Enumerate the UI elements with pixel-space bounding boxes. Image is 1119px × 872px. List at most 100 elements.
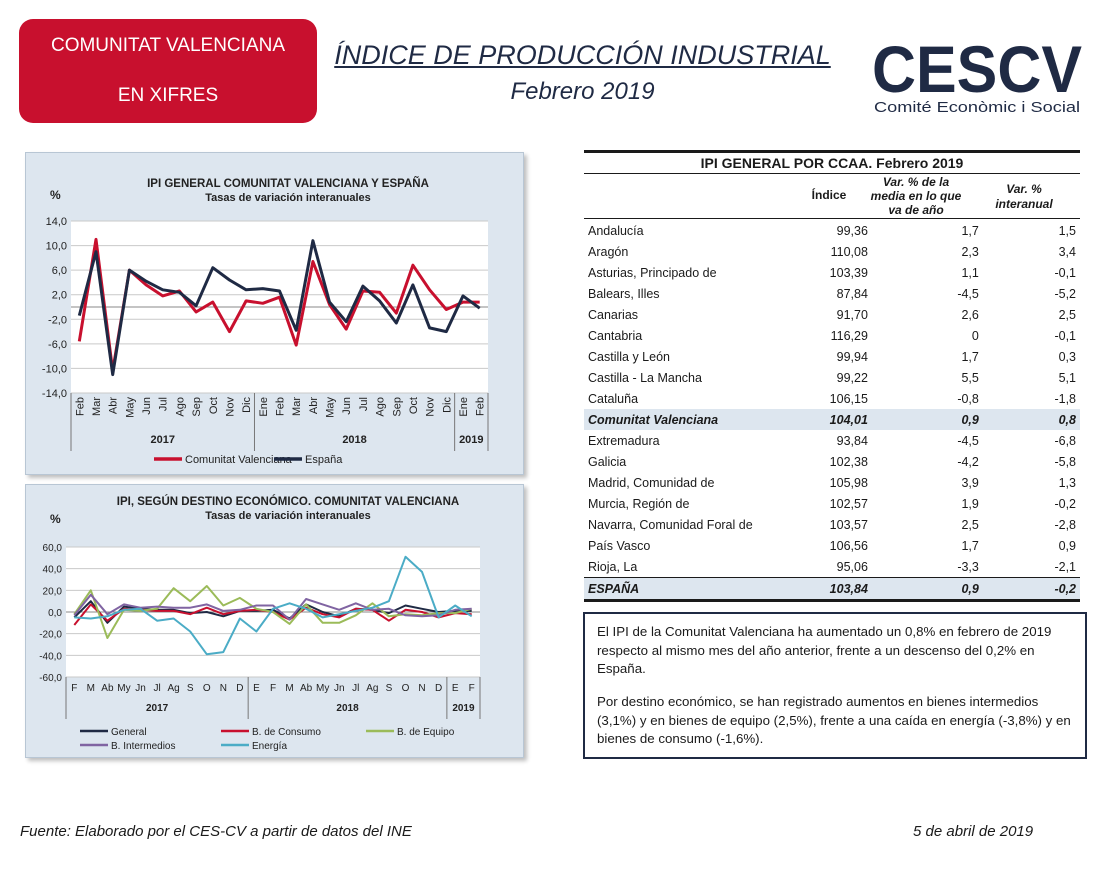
summary-box: El IPI de la Comunitat Valenciana ha aum…: [583, 612, 1087, 759]
y-tick-label: -14,0: [42, 388, 67, 400]
x-tick-label: Mar: [91, 397, 103, 416]
y-tick-label: 0,0: [48, 608, 62, 619]
cell-name: Comunitat Valenciana: [588, 412, 719, 427]
cell-inter: 0,9: [1058, 538, 1076, 553]
page-title: ÍNDICE DE PRODUCCIÓN INDUSTRIAL: [334, 40, 831, 70]
series-line-b-intermedios: [73, 593, 472, 621]
x-tick-label: Feb: [74, 397, 86, 416]
x-tick-label: Nov: [224, 397, 236, 417]
y-tick-label: 6,0: [52, 265, 67, 277]
legend-label: Energía: [252, 741, 287, 752]
x-tick-label: Jun: [141, 397, 153, 415]
x-tick-label: E: [452, 683, 459, 694]
cell-indice: 102,38: [829, 454, 868, 469]
col-header-interanual: Var. % interanual: [995, 182, 1053, 211]
cell-indice: 106,15: [829, 391, 868, 406]
cell-media: 0: [971, 328, 979, 343]
cell-name: Rioja, La: [588, 559, 638, 574]
x-tick-label: Jl: [153, 683, 160, 694]
cell-media: -3,3: [957, 559, 979, 574]
x-tick-label: Feb: [275, 397, 287, 416]
x-tick-label: Jn: [135, 683, 146, 694]
col-header-media: Var. % de la media en lo que va de año: [870, 175, 962, 217]
table-row: Castilla - La Mancha 99,22 5,5 5,1: [584, 367, 1080, 388]
cell-media: 3,9: [961, 475, 979, 490]
table-header: Índice Var. % de la media en lo que va d…: [584, 173, 1080, 219]
cell-inter: 1,5: [1058, 223, 1076, 238]
cell-indice: 91,70: [836, 307, 868, 322]
cell-name: Extremadura: [588, 433, 660, 448]
cell-indice: 105,98: [829, 475, 868, 490]
cell-inter: 1,3: [1058, 475, 1076, 490]
y-axis-label: %: [50, 512, 61, 526]
x-tick-label: Ene: [458, 397, 470, 417]
cell-name: Galicia: [588, 454, 627, 469]
cell-name: Balears, Illes: [588, 286, 660, 301]
cell-name: País Vasco: [588, 538, 651, 553]
cell-indice: 99,22: [836, 370, 868, 385]
x-tick-label: Ab: [300, 683, 313, 694]
y-tick-label: -20,0: [39, 630, 62, 641]
cell-inter: 5,1: [1058, 370, 1076, 385]
table-row: ESPAÑA 103,84 0,9 -0,2: [584, 577, 1080, 601]
cell-indice: 103,84: [829, 581, 868, 596]
chart-subtitle: Tasas de variación interanuales: [205, 510, 370, 522]
legend-label: B. de Equipo: [397, 727, 455, 738]
cell-inter: -5,8: [1054, 454, 1076, 469]
x-tick-label: Ene: [258, 397, 270, 417]
cell-media: 2,5: [961, 517, 979, 532]
cell-inter: -0,1: [1054, 265, 1076, 280]
x-tick-label: M: [285, 683, 293, 694]
cell-media: 2,6: [961, 307, 979, 322]
x-tick-label: F: [71, 683, 77, 694]
y-tick-label: 60,0: [43, 543, 63, 554]
cell-media: 5,5: [961, 370, 979, 385]
x-tick-label: My: [117, 683, 130, 694]
cell-inter: 3,4: [1058, 244, 1076, 259]
x-tick-label: Jun: [341, 397, 353, 415]
cell-name: Madrid, Comunidad de: [588, 475, 715, 490]
year-label: 2018: [336, 703, 359, 714]
cell-name: Cantabria: [588, 328, 643, 343]
x-tick-label: N: [220, 683, 227, 694]
legend-label: España: [305, 454, 343, 466]
cell-media: -0,8: [957, 391, 979, 406]
x-tick-label: N: [418, 683, 425, 694]
x-tick-label: Dic: [241, 397, 253, 413]
x-tick-label: Ago: [174, 397, 186, 417]
footer-source: Fuente: Elaborado por el CES-CV a partir…: [20, 823, 412, 840]
legend-label: B. de Consumo: [252, 727, 321, 738]
x-tick-label: O: [402, 683, 410, 694]
cell-media: -4,5: [957, 433, 979, 448]
table-row: Canarias 91,70 2,6 2,5: [584, 304, 1080, 325]
cell-indice: 99,36: [836, 223, 868, 238]
y-tick-label: -10,0: [42, 363, 67, 375]
x-tick-label: E: [253, 683, 260, 694]
x-tick-label: Abr: [108, 397, 120, 414]
x-tick-label: Oct: [408, 397, 420, 414]
cell-indice: 116,29: [830, 328, 868, 343]
cell-name: ESPAÑA: [588, 581, 640, 596]
cell-name: Murcia, Región de: [588, 496, 690, 511]
table-row: Rioja, La 95,06 -3,3 -2,1: [584, 556, 1080, 578]
ccaa-table: Andalucía 99,36 1,7 1,5 Aragón 110,08 2,3 3,4 As…: [584, 220, 1080, 602]
cell-indice: 110,08: [830, 244, 868, 259]
chart-title: IPI GENERAL COMUNITAT VALENCIANA Y ESPAÑ…: [147, 177, 429, 190]
cell-inter: -0,2: [1054, 581, 1076, 596]
x-tick-label: S: [187, 683, 194, 694]
table-row: Madrid, Comunidad de 105,98 3,9 1,3: [584, 472, 1080, 493]
table-row: Aragón 110,08 2,3 3,4: [584, 241, 1080, 262]
legend-label: B. Intermedios: [111, 741, 175, 752]
year-label: 2019: [452, 703, 475, 714]
cell-indice: 87,84: [836, 286, 868, 301]
cell-indice: 103,39: [829, 265, 868, 280]
cell-media: 1,7: [961, 538, 979, 553]
cell-name: Aragón: [588, 244, 629, 259]
cell-inter: -0,1: [1054, 328, 1076, 343]
x-tick-label: May: [325, 397, 337, 418]
table-row: Extremadura 93,84 -4,5 -6,8: [584, 430, 1080, 451]
cell-inter: -0,2: [1054, 496, 1076, 511]
year-label: 2017: [150, 434, 174, 446]
x-tick-label: D: [236, 683, 243, 694]
x-tick-label: Ag: [366, 683, 378, 694]
